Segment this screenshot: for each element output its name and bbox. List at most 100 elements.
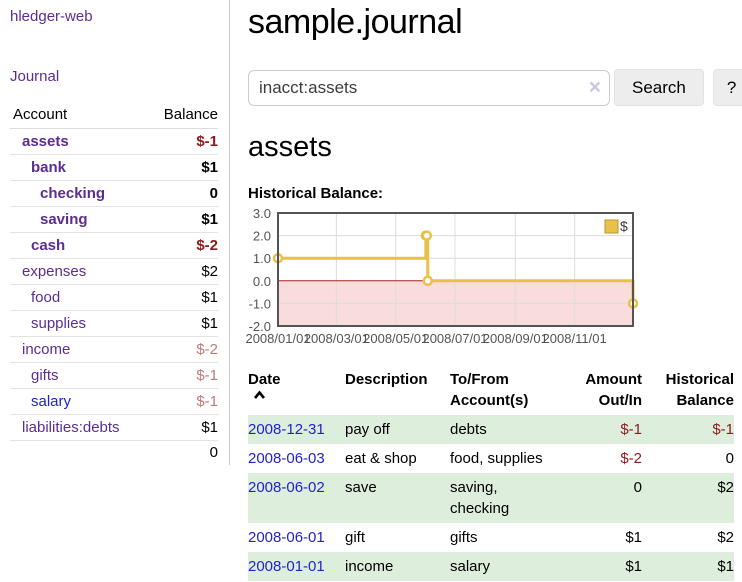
transaction-date-cell: 2008-06-03 (248, 444, 345, 473)
page-title: sample.journal (248, 3, 463, 41)
account-balance: $-2 (146, 232, 218, 259)
legend-label: $ (620, 218, 628, 234)
transaction-date-link[interactable]: 2008-06-01 (248, 529, 325, 546)
y-tick-label: 3.0 (253, 206, 271, 221)
account-row: saving $1 (10, 206, 218, 233)
transaction-date-link[interactable]: 2008-12-31 (248, 421, 325, 438)
accounts-table-body: assets $-1 bank $1 checking 0 saving $1 cash $-2 e… (10, 128, 218, 441)
account-row: gifts $-1 (10, 362, 218, 389)
transaction-amount: $-2 (620, 450, 642, 467)
search-button[interactable]: Search (614, 69, 704, 106)
register-header-balance: Historical Balance (665, 371, 734, 409)
account-balance: $-1 (146, 128, 218, 155)
account-row: liabilities:debts $1 (10, 414, 218, 441)
account-link-bank[interactable]: bank (31, 159, 67, 176)
transaction-row: 2008-12-31 pay off debts $-1 $-1 (248, 415, 734, 444)
historical-balance-chart: 2008/01/01 2008/03/01 2008/05/01 2008/07/01… (245, 206, 640, 350)
x-tick-label: 2008/01/01 (245, 331, 310, 346)
x-tick-label: 2008/11/01 (543, 331, 607, 346)
register-header-date[interactable]: Date (248, 366, 345, 415)
transaction-amount: $1 (625, 529, 642, 546)
accounts-table-header: Account Balance (10, 102, 218, 129)
accounts-total-value: 0 (146, 440, 218, 465)
account-link-cash[interactable]: cash (31, 237, 66, 254)
account-balance: $-1 (146, 362, 218, 389)
search-input[interactable] (248, 69, 610, 106)
transaction-balance: $1 (717, 558, 734, 575)
account-link-expenses[interactable]: expenses (22, 263, 87, 280)
y-tick-label: -1.0 (249, 296, 271, 311)
transaction-row: 2008-06-01 gift gifts $1 $2 (248, 523, 734, 552)
data-point-marker (422, 275, 434, 287)
transaction-accounts: gifts (450, 529, 478, 546)
transaction-accounts: saving, checking (450, 479, 510, 517)
accounts-total-spacer (10, 440, 147, 465)
account-link-liabilities-debts[interactable]: liabilities:debts (22, 419, 120, 436)
transaction-balance: $2 (717, 529, 734, 546)
account-link-salary[interactable]: salary (31, 393, 72, 410)
transaction-row: 2008-06-03 eat & shop food, supplies $-2 0 (248, 444, 734, 473)
account-link-income[interactable]: income (22, 341, 71, 358)
transaction-date-cell: 2008-12-31 (248, 415, 345, 444)
account-row: cash $-2 (10, 232, 218, 259)
account-row: bank $1 (10, 154, 218, 181)
transaction-amount: 0 (633, 479, 642, 496)
transaction-accounts: salary (450, 558, 491, 575)
account-row: food $1 (10, 284, 218, 311)
sidebar: hledger-web Journal Account Balance asse… (0, 0, 230, 465)
search-input-wrap: × (248, 69, 610, 106)
account-link-checking[interactable]: checking (40, 185, 106, 202)
help-button[interactable]: ? (712, 69, 742, 106)
sidebar-item-journal[interactable]: Journal (10, 68, 60, 85)
y-tick-label: 2.0 (253, 229, 271, 244)
account-balance: $-1 (146, 388, 218, 415)
transaction-description: pay off (345, 421, 390, 438)
account-link-supplies[interactable]: supplies (31, 315, 87, 332)
account-row: checking 0 (10, 180, 218, 207)
y-tick-label: 0.0 (253, 274, 271, 289)
account-balance: $-2 (146, 336, 218, 363)
account-balance: $1 (146, 154, 218, 181)
transaction-description: eat & shop (345, 450, 417, 467)
transaction-date-cell: 2008-06-01 (248, 523, 345, 552)
transaction-balance: 0 (725, 450, 734, 467)
transaction-accounts: debts (450, 421, 487, 438)
account-balance: $1 (146, 414, 218, 441)
transaction-date-link[interactable]: 2008-01-01 (248, 558, 325, 575)
accounts-header-balance: Balance (146, 102, 218, 129)
chart-label: Historical Balance: (248, 185, 384, 202)
account-row: assets $-1 (10, 128, 218, 155)
transaction-date-link[interactable]: 2008-06-03 (248, 450, 325, 467)
transaction-amount: $-1 (620, 421, 642, 438)
x-tick-label: 2008/03/01 (304, 331, 369, 346)
search-form: × Search ? (248, 69, 742, 106)
account-row: expenses $2 (10, 258, 218, 285)
app-title[interactable]: hledger-web (10, 8, 93, 25)
account-balance: $1 (146, 206, 218, 233)
register-header-accounts: To/From Account(s) (450, 371, 529, 409)
transaction-description: save (345, 479, 377, 496)
register-table-header: Date Description To/From Account(s) Amou… (248, 366, 734, 415)
account-link-gifts[interactable]: gifts (31, 367, 59, 384)
x-tick-label: 2008/09/01 (483, 331, 548, 346)
transaction-row: 2008-06-02 save saving, checking 0 $2 (248, 473, 734, 523)
account-link-saving[interactable]: saving (40, 211, 88, 228)
transaction-description: gift (345, 529, 366, 546)
transaction-balance: $-1 (712, 421, 734, 438)
register-header-amount: Amount Out/In (585, 371, 642, 409)
transaction-description: income (345, 558, 394, 575)
account-row: income $-2 (10, 336, 218, 363)
register-table-body: 2008-12-31 pay off debts $-1 $-1 2008-06-03 ea… (248, 415, 734, 581)
y-tick-label: 1.0 (253, 251, 271, 266)
account-row: salary $-1 (10, 388, 218, 415)
transaction-row: 2008-01-01 income salary $1 $1 (248, 552, 734, 581)
transaction-date-link[interactable]: 2008-06-02 (248, 479, 325, 496)
x-tick-label: 2008/07/01 (422, 331, 487, 346)
account-balance: $1 (146, 310, 218, 337)
clear-search-icon[interactable]: × (588, 75, 601, 99)
x-tick-label: 2008/05/01 (363, 331, 428, 346)
account-link-food[interactable]: food (31, 289, 61, 306)
data-point-marker (421, 230, 433, 241)
account-link-assets[interactable]: assets (22, 133, 69, 150)
transaction-date-cell: 2008-06-02 (248, 473, 345, 523)
